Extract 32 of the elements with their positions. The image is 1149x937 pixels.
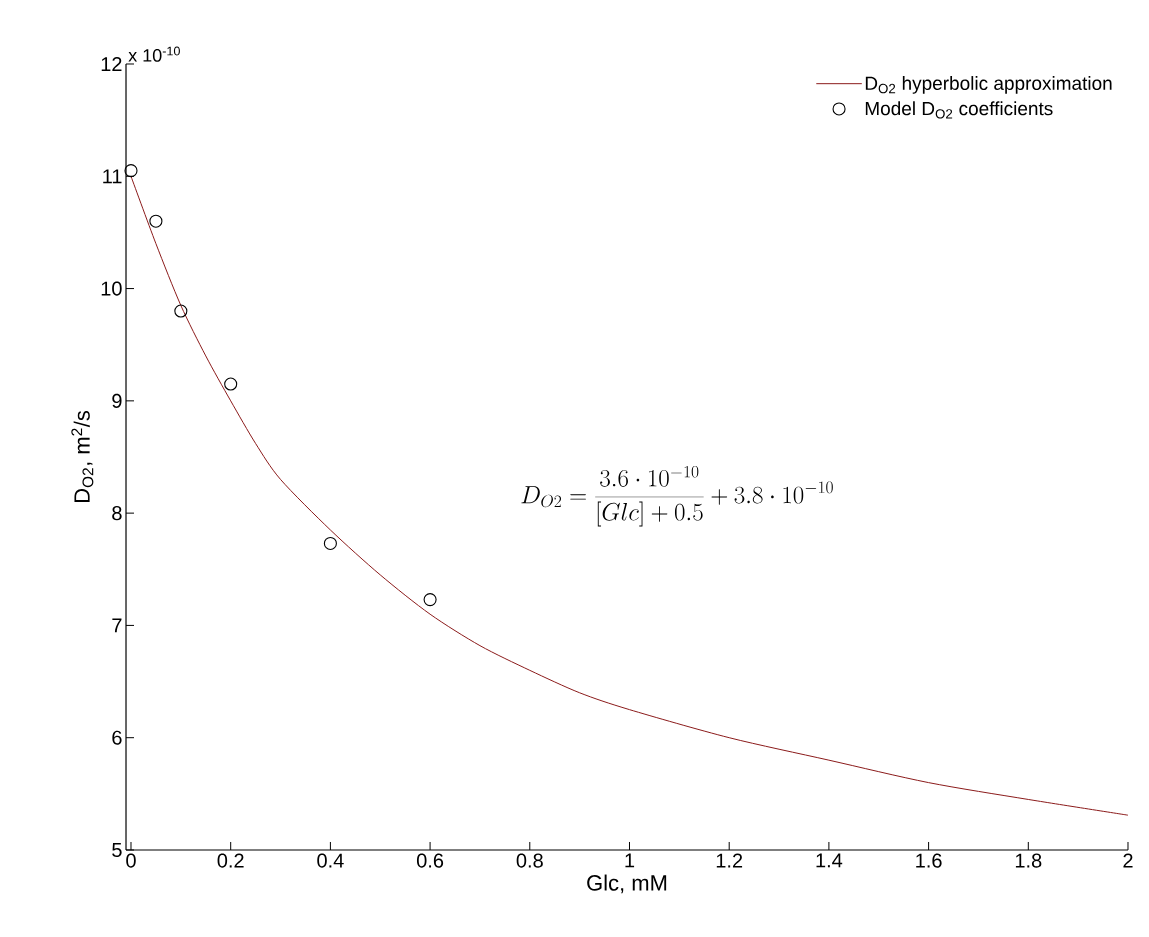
y-axis-title: D$_{O2}$, m$^{2}$/s xyxy=(71,410,94,503)
x-tick-label: 0 xyxy=(126,853,136,868)
point xyxy=(323,536,337,550)
annotation: $D_{O2}=\frac{3.6\cdot 10^{-10}}{[Glc]+0.5}+3.8\cdot 10^{-10}$ xyxy=(521,465,833,527)
point xyxy=(423,593,437,607)
x-tick-label: 1.2 xyxy=(716,853,743,868)
point xyxy=(149,214,163,228)
x-tick-label: 1.8 xyxy=(1015,853,1042,868)
point xyxy=(224,377,238,391)
y-tick-label: 11 xyxy=(103,169,122,184)
text: x 10$^{-10}$ xyxy=(128,46,180,62)
y-tick-label: 7 xyxy=(112,618,122,633)
y-tick-label: 6 xyxy=(112,730,122,745)
y-tick-label: 10 xyxy=(101,281,122,296)
x-tick-label: 0.2 xyxy=(217,853,244,868)
x-tick-label: 0.6 xyxy=(416,853,444,868)
y-tick-label: 8 xyxy=(112,506,122,521)
point xyxy=(174,304,188,318)
x-tick-label: 2 xyxy=(1123,853,1133,868)
x-tick-label: 0.8 xyxy=(516,853,543,868)
x-axis-title: Glc, mM xyxy=(587,874,667,894)
y-tick-label: 12 xyxy=(101,57,122,71)
legend-label: D$_{O2}$ hyperbolic approximation xyxy=(865,76,1112,94)
legend-label: Model D$_{O2}$ coefficients xyxy=(865,101,1053,119)
point xyxy=(124,164,138,178)
x-tick-label: 1.6 xyxy=(916,853,942,868)
x-tick-label: 1 xyxy=(625,853,635,868)
y-tick-label: 9 xyxy=(112,393,122,408)
line-series xyxy=(130,175,1129,816)
x-tick-label: 0.4 xyxy=(317,853,344,868)
y-tick-label: 5 xyxy=(112,843,122,857)
x-tick-label: 1.4 xyxy=(816,853,843,868)
